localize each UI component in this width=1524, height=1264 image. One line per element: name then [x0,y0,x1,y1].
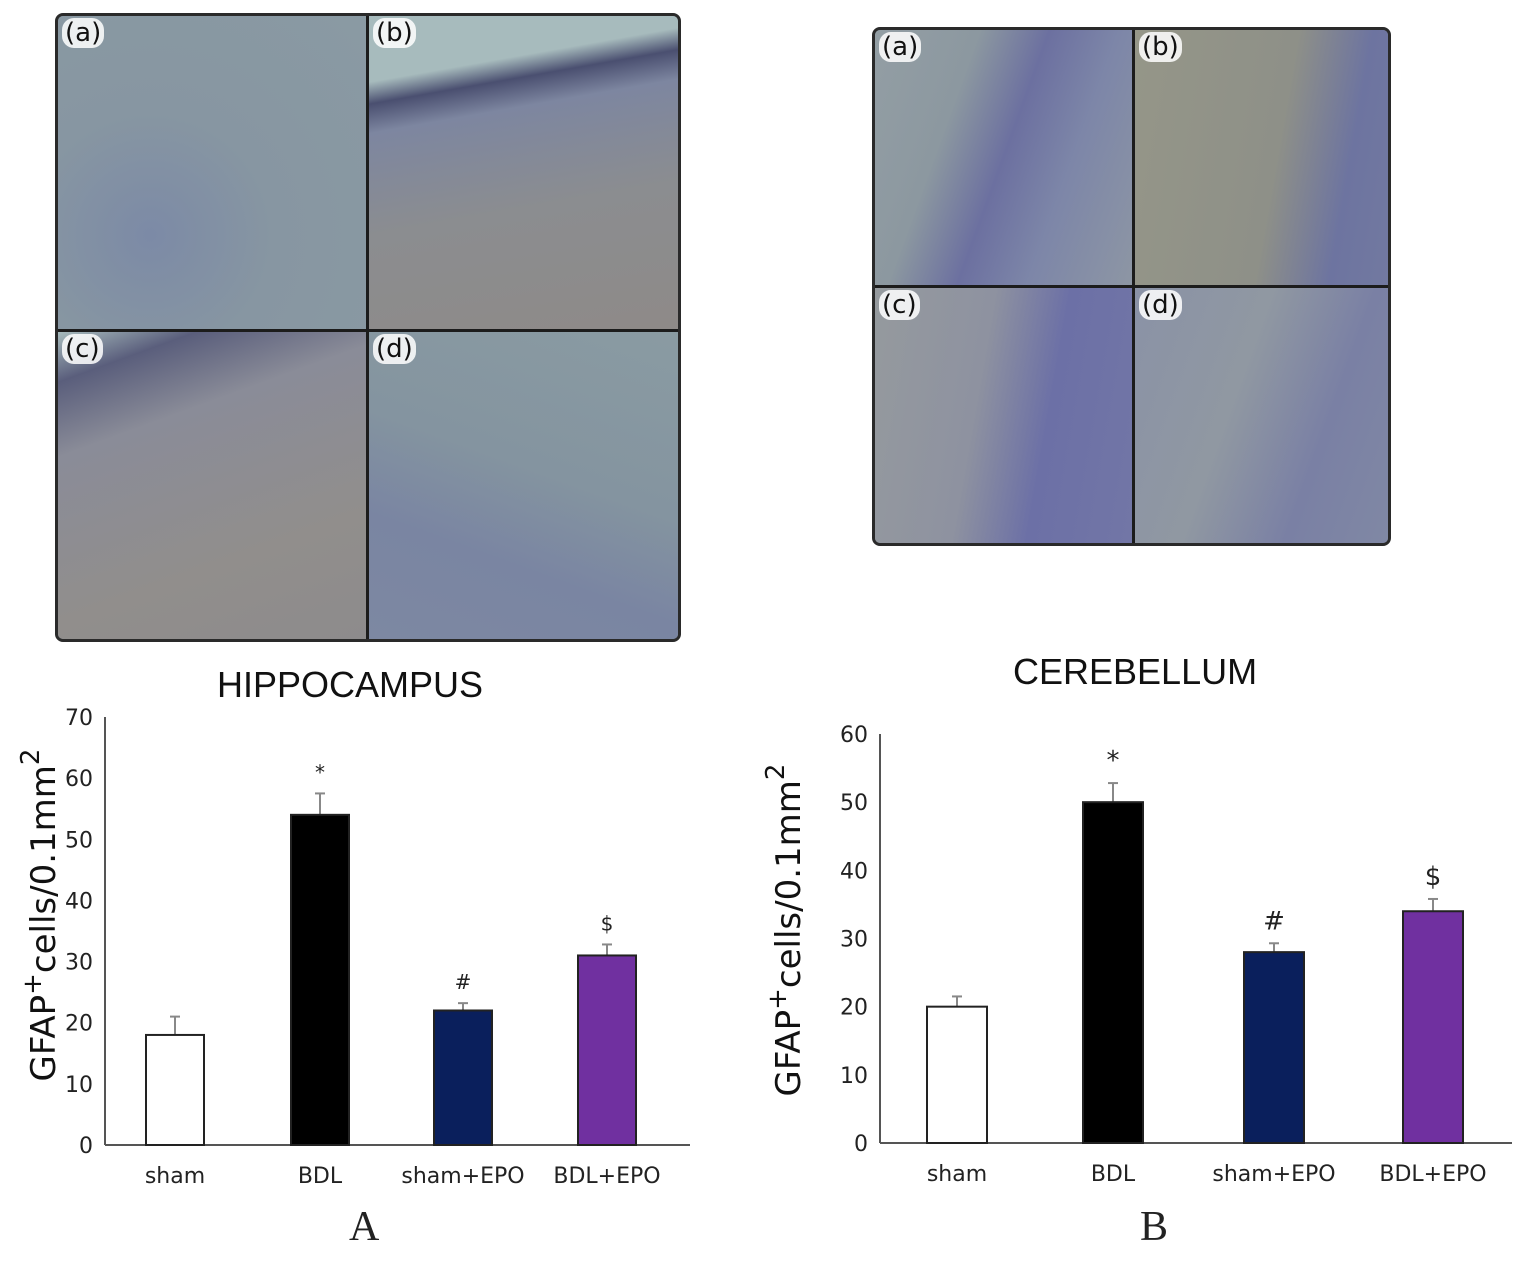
divider [875,285,1388,288]
cerebellum-bar-chart: 0 10 20 30 40 50 60 sham * BDL # sham+EPO $ BDL+EPO GF… [761,723,1512,1187]
micrograph-d: (d) [369,332,678,639]
bar-BDL+EPO [577,954,637,1146]
micrograph-a: (a) [58,16,366,329]
y-axis-label-part: + [763,988,793,1010]
micrograph-c: (c) [875,288,1132,543]
panel-label-b: B [1140,1204,1169,1250]
y-axis-label-part: 2 [16,749,46,766]
y-axis-label: GFAP+cells/0.1mm2 [761,764,809,1097]
hippocampus-micrograph-grid: (a) (b) (c) (d) [55,13,681,642]
significance-marker: $ [1425,862,1442,892]
x-tick-label: BDL+EPO [1379,1162,1486,1187]
cerebellum-micrograph-grid: (a) (b) (c) (d) [872,27,1391,546]
y-axis-label-part: cells/0.1mm [24,765,64,973]
panel-label: (b) [373,18,416,48]
bar-BDL [290,813,350,1146]
y-axis-label-part: GFAP [769,1010,809,1097]
y-axis-label-part: + [18,973,48,995]
micrograph-a: (a) [875,30,1132,285]
y-tick-label: 60 [65,767,93,792]
y-axis-label: GFAP+cells/0.1mm2 [16,749,64,1082]
significance-marker: # [455,970,472,994]
y-tick-label: 60 [840,723,868,748]
y-tick-label: 50 [65,828,93,853]
panel-label: (d) [373,334,416,364]
y-tick-label: 40 [65,889,93,914]
bar-BDL [1082,801,1144,1145]
micrograph-b: (b) [369,16,678,329]
panel-label: (a) [62,18,105,48]
significance-marker: * [315,760,325,784]
chart-title-cerebellum: CEREBELLUM [1013,651,1258,692]
bar-sham [926,1005,988,1144]
panel-label: (b) [1139,32,1182,62]
y-axis-label-part: GFAP [24,995,64,1082]
divider [366,16,369,639]
significance-marker: # [1263,906,1285,936]
significance-marker: * [1107,746,1120,776]
x-tick-label: sham+EPO [401,1164,524,1189]
y-axis-label-part: 2 [761,764,791,781]
x-tick-label: sham [927,1162,987,1187]
bar-BDL+EPO [1402,910,1464,1144]
x-tick-label: sham [145,1164,205,1189]
bar-sham+EPO [1243,951,1305,1144]
y-tick-label: 0 [854,1132,868,1157]
x-tick-label: BDL [298,1164,343,1189]
y-tick-label: 50 [840,791,868,816]
x-tick-label: BDL+EPO [553,1164,660,1189]
micrograph-c: (c) [58,332,366,639]
bar-sham [145,1033,205,1147]
chart-title-hippocampus: HIPPOCAMPUS [217,664,484,705]
y-tick-label: 20 [65,1012,93,1037]
significance-marker: $ [601,911,614,935]
y-tick-label: 0 [79,1134,93,1159]
panel-label: (c) [62,334,103,364]
y-tick-label: 10 [840,1064,868,1089]
y-tick-label: 10 [65,1073,93,1098]
y-tick-label: 40 [840,859,868,884]
y-tick-label: 20 [840,996,868,1021]
panel-label-a: A [349,1204,380,1250]
panel-label: (c) [879,290,920,320]
micrograph-d: (d) [1135,288,1388,543]
micrograph-b: (b) [1135,30,1388,285]
hippocampus-bar-chart: 0 10 20 30 40 50 60 70 sham * BDL # sham+EPO $ BDL+EPO… [16,706,690,1189]
y-tick-label: 30 [65,951,93,976]
y-tick-label: 70 [65,706,93,731]
bar-sham+EPO [433,1009,493,1146]
panel-label: (d) [1139,290,1182,320]
y-tick-label: 30 [840,928,868,953]
divider [58,329,678,332]
x-tick-label: sham+EPO [1212,1162,1335,1187]
y-axis-label-part: cells/0.1mm [769,780,809,988]
panel-label: (a) [879,32,922,62]
x-tick-label: BDL [1091,1162,1136,1187]
